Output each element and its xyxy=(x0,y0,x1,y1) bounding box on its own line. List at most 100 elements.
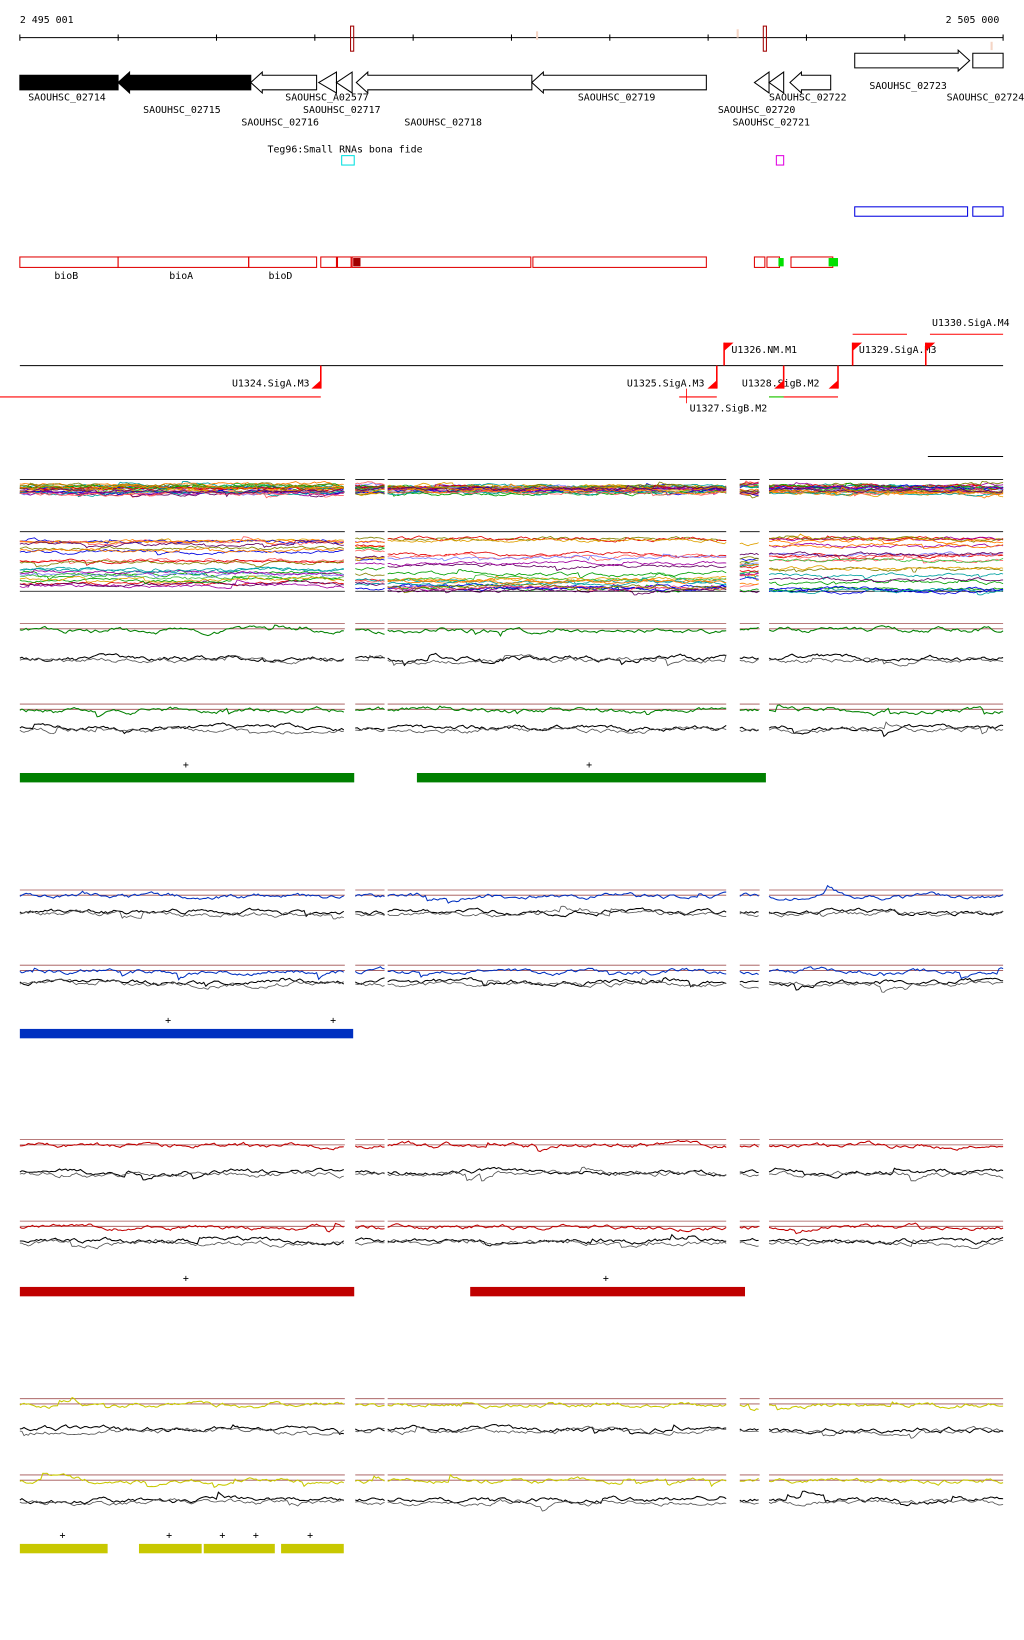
expression-line xyxy=(19,726,344,735)
expression-line xyxy=(739,573,759,577)
tu-label[interactable]: U1327.SigB.M2 xyxy=(690,404,768,415)
expression-line xyxy=(739,892,759,897)
expression-line xyxy=(19,575,344,583)
expression-line xyxy=(355,1225,385,1230)
expression-line xyxy=(768,625,1004,634)
gene-arrow xyxy=(972,52,1004,69)
tu-promoter-arrow xyxy=(311,380,321,389)
expression-line xyxy=(768,551,1004,558)
expression-line xyxy=(355,567,385,571)
gene-SAOUHSC_02723[interactable]: SAOUHSC_02723 xyxy=(854,48,971,92)
operon-box xyxy=(336,256,352,268)
plus-marker: + xyxy=(183,1274,189,1285)
expression-line xyxy=(19,490,344,498)
expression-line xyxy=(768,486,1004,496)
condition-bar[interactable] xyxy=(281,1543,344,1554)
gene-label: SAOUHSC_02716 xyxy=(241,117,319,128)
expression-line xyxy=(387,652,727,667)
expression-line xyxy=(739,489,759,493)
expression-line xyxy=(355,481,385,485)
gene-arrow xyxy=(753,71,770,94)
expression-line xyxy=(355,1172,385,1176)
tu-label[interactable]: U1325.SigA.M3 xyxy=(627,378,705,389)
condition-bar[interactable] xyxy=(19,1028,354,1039)
expression-line xyxy=(739,569,759,572)
tu-label[interactable]: U1324.SigA.M3 xyxy=(232,378,310,389)
gene-arrow xyxy=(317,71,337,94)
expression-line xyxy=(739,558,759,561)
expression-line xyxy=(355,1497,385,1502)
expression-line xyxy=(355,982,385,987)
expression-line xyxy=(19,977,345,988)
operon-label-bioB: bioB xyxy=(54,271,78,282)
gene-label: SAOUHSC_A02577 xyxy=(285,92,369,103)
expression-line xyxy=(387,572,727,582)
expression-line xyxy=(387,586,727,596)
expression-tracks: + + + + + + + + + + + xyxy=(19,455,1004,1554)
expression-line xyxy=(768,1498,1004,1507)
tu-promoter-arrow xyxy=(707,380,717,389)
expression-line xyxy=(768,966,1004,980)
expression-line xyxy=(19,1170,344,1179)
expression-line xyxy=(739,572,759,579)
tu-label[interactable]: U1329.SigA.M3 xyxy=(859,345,937,356)
small-rna-label: Teg96:Small RNAs bona fide xyxy=(267,145,422,156)
expression-line xyxy=(768,657,1004,667)
expression-line xyxy=(355,706,385,711)
small-rna-track: Teg96:Small RNAs bona fide xyxy=(267,145,1004,217)
expression-line xyxy=(739,1501,759,1505)
expression-line xyxy=(768,535,1004,542)
expression-line xyxy=(19,1498,344,1507)
expression-line xyxy=(387,1495,727,1504)
expression-line xyxy=(739,1143,759,1148)
condition-bar[interactable] xyxy=(470,1286,746,1297)
condition-bar[interactable] xyxy=(203,1543,275,1554)
expression-line xyxy=(739,572,759,575)
condition-bar[interactable] xyxy=(19,772,355,783)
gene-SAOUHSC_02715[interactable]: SAOUHSC_02715 xyxy=(117,70,252,116)
expression-line xyxy=(739,912,759,917)
gene-arrow xyxy=(531,70,707,95)
gene-arrow xyxy=(335,71,353,94)
operon-box xyxy=(248,256,318,268)
condition-bar[interactable] xyxy=(416,772,766,783)
expression-line xyxy=(739,658,759,664)
tu-label[interactable]: U1326.NM.M1 xyxy=(731,345,797,356)
gene-SAOUHSC_02718[interactable]: SAOUHSC_02718 xyxy=(355,70,533,128)
expression-line xyxy=(355,628,385,635)
tu-label[interactable]: U1330.SigA.M4 xyxy=(932,318,1010,329)
expression-line xyxy=(739,582,759,586)
expression-line xyxy=(739,488,759,492)
condition-bar[interactable] xyxy=(19,1543,108,1554)
gene-SAOUHSC_02717[interactable]: SAOUHSC_02717 xyxy=(303,71,381,116)
expression-line xyxy=(387,578,727,585)
expression-line xyxy=(769,1170,1004,1182)
operon-box xyxy=(320,256,337,268)
gene-SAOUHSC_02716[interactable]: SAOUHSC_02716 xyxy=(241,70,319,128)
expression-line xyxy=(19,653,345,663)
expression-line xyxy=(387,724,727,733)
gene-SAOUHSC_02721[interactable]: SAOUHSC_02721 xyxy=(732,71,810,128)
gene-SAOUHSC_02724[interactable]: SAOUHSC_02724 xyxy=(947,52,1024,103)
expression-line xyxy=(387,583,727,594)
expression-line xyxy=(768,1477,1004,1486)
gene-label: SAOUHSC_02717 xyxy=(303,105,381,116)
gene-SAOUHSC_02722[interactable]: SAOUHSC_02722 xyxy=(769,70,847,103)
condition-bar[interactable] xyxy=(19,1286,355,1297)
expression-line xyxy=(739,1225,759,1230)
gene-SAOUHSC_02714[interactable]: SAOUHSC_02714 xyxy=(19,74,119,103)
expression-line xyxy=(387,584,727,592)
operon-box xyxy=(19,256,119,268)
expression-line xyxy=(387,577,727,588)
transcription-unit-track: U1326.NM.M1 U1329.SigA.M3 U1330.SigA.M4 … xyxy=(0,318,1010,415)
expression-line xyxy=(355,544,385,548)
tu-promoter-arrow xyxy=(852,342,863,351)
expression-line xyxy=(19,890,344,900)
expression-line xyxy=(355,1501,385,1506)
condition-bar[interactable] xyxy=(138,1543,202,1554)
plus-marker: + xyxy=(183,760,189,771)
expression-line xyxy=(387,905,727,918)
gene-SAOUHSC_02719[interactable]: SAOUHSC_02719 xyxy=(531,70,707,103)
expression-line xyxy=(355,582,385,586)
